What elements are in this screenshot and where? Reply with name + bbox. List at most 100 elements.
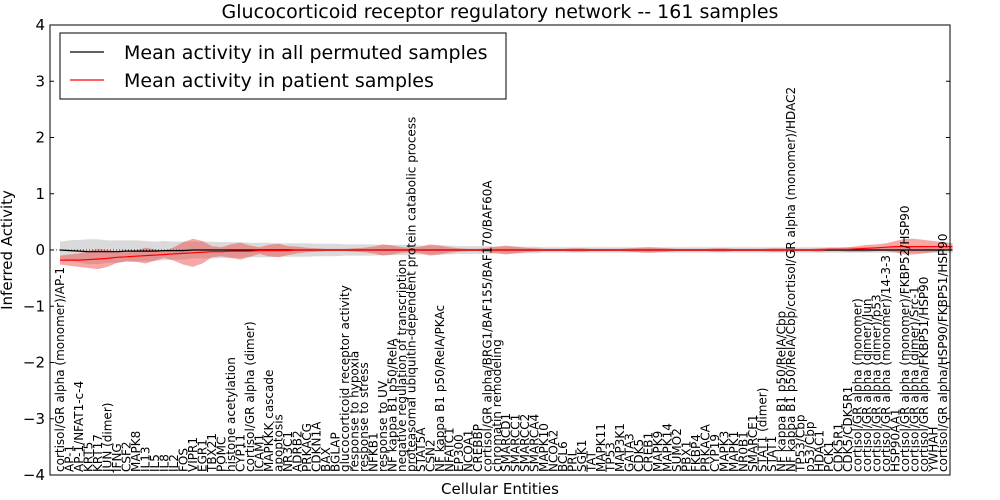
x-axis-label: Cellular Entities	[441, 480, 559, 498]
entity-label: CSN2	[423, 439, 437, 472]
entity-label: chromatin remodeling	[490, 339, 504, 472]
entity-labels: cortisol/GR alpha (monomer)/AP-1AP-1AP-1…	[53, 87, 950, 473]
entity-label: MAPK8	[129, 431, 143, 472]
entity-label: CSF2	[120, 441, 134, 472]
y-tick-label: −1	[23, 297, 45, 315]
entity-label: PBX1	[680, 441, 694, 472]
entity-label: STAT1 (dimer)	[756, 388, 770, 472]
entity-label: cortisol/GR alpha/BRG1/BAF155/BAF170/BAF…	[480, 180, 494, 472]
entity-label: SGK1	[575, 440, 589, 472]
entity-label: CDK5R1	[832, 423, 846, 472]
entity-label: cortisol/GR alpha (dimer)	[243, 321, 257, 472]
entity-label: IL8	[157, 454, 171, 472]
entity-label: TBX21	[205, 433, 219, 473]
entity-label: EGR1	[195, 439, 209, 472]
entity-label: CYP11	[233, 434, 247, 472]
entity-label: KRT5	[82, 442, 96, 472]
entity-label: NCOA2	[547, 430, 561, 472]
legend-label-permuted: Mean activity in all permuted samples	[124, 42, 487, 64]
entity-label: cortisol/GR alpha (monomer)/FKBP52/HSP90	[898, 205, 912, 472]
entity-label: response to UV	[376, 380, 390, 472]
entity-label: negative regulation of transcription	[395, 259, 409, 472]
entity-label: HDAC1	[813, 430, 827, 472]
entity-label: BAX	[319, 447, 333, 472]
entity-label: p53/Cbp	[803, 421, 817, 472]
entity-label: histone acetylation	[224, 357, 238, 472]
entity-label: response to hypoxia	[347, 351, 361, 472]
plot-frame	[49, 24, 951, 476]
entity-label: STAT1	[765, 436, 779, 472]
entity-label: MAPKKK cascade	[262, 370, 276, 472]
entity-label: NF kappa B1 p50/RelA/Cbp	[775, 311, 789, 472]
entity-label: IFNG	[110, 443, 124, 472]
entity-label: CDK5/CDK5R1	[841, 386, 855, 472]
entity-label: IL2	[167, 454, 181, 472]
entity-label: FKBP4	[689, 434, 703, 472]
confidence-bands	[60, 238, 953, 270]
entity-label: PRL	[566, 449, 580, 472]
entity-label: cortisol/GR alpha/HSP90/FKBP51/HSP90	[936, 233, 950, 472]
entity-label: MAPK1	[727, 431, 741, 472]
entity-label: CYP19	[708, 434, 722, 472]
entity-label: POMC	[214, 437, 228, 472]
entity-label: CDKN1A	[309, 421, 323, 472]
entity-label: CREBBP	[471, 424, 485, 472]
entity-label: MAPK14	[661, 423, 675, 472]
entity-label: TAT	[585, 450, 599, 473]
entity-label: MAPK9	[651, 431, 665, 472]
entity-label: SMARCC1	[509, 414, 523, 472]
entity-label: ADRB2	[290, 430, 304, 472]
entity-label: TP53	[604, 442, 618, 473]
entity-label: cortisol/GR alpha (monomer)/14-3-3	[879, 255, 893, 472]
line-patient	[60, 246, 953, 261]
entity-label: cortisol/GR alpha (monomer)/AP-1	[53, 267, 67, 472]
y-tick-label: −2	[23, 354, 45, 372]
entity-label: PCK1	[822, 441, 836, 472]
y-tick-label: −3	[23, 410, 45, 428]
entity-label: NR0B1	[737, 431, 751, 472]
entity-label: EP300	[452, 434, 466, 472]
band-permuted	[60, 239, 953, 265]
entity-label: cortisol/GR alpha (monomer)	[851, 298, 865, 472]
entity-label: HSP90AA1	[889, 408, 903, 472]
entity-label: proteasomal ubiquitin-dependent protein …	[404, 117, 418, 472]
entity-label: cortisol/GR alpha (dimer)/Src-1	[908, 286, 922, 472]
entity-label: PRKACG	[300, 423, 314, 472]
entity-label: SMARCD1	[499, 413, 513, 472]
band-patient	[60, 238, 953, 270]
legend-box	[59, 32, 507, 100]
entity-label: cortisol/GR alpha/FKBP51/HSP90	[917, 277, 931, 472]
entity-label: TP53/Cbp	[794, 415, 808, 474]
entity-label: response to stress	[357, 362, 371, 472]
entity-label: SMARCC2	[518, 414, 532, 472]
y-tick-label: −4	[23, 466, 45, 484]
entity-label: CDK5	[632, 439, 646, 472]
series-lines	[50, 246, 953, 261]
entity-label: apoptosis	[271, 414, 285, 472]
legend-label-patient: Mean activity in patient samples	[124, 70, 434, 92]
entity-label: SMARCE1	[746, 414, 760, 472]
entity-label: BGLAP	[328, 432, 342, 472]
y-tick-label: 2	[35, 129, 45, 147]
entity-label: MAPK10	[537, 423, 551, 472]
entity-label: AP-1	[63, 445, 77, 472]
entity-label: cortisol/GR alpha (dimer)/p53	[870, 294, 884, 472]
entity-label: NCOA1	[461, 430, 475, 472]
entity-label: NF kappa B1 p50/RelA/Cbp/cortisol/GR alp…	[784, 87, 798, 472]
entity-label: ICAM1	[252, 434, 266, 472]
entity-label: AP-1/NFAT1-c-4	[72, 381, 86, 472]
entity-label: BCL6	[556, 441, 570, 472]
entity-label: GATA3	[623, 433, 637, 472]
entity-label: glucocorticoid receptor activity	[338, 285, 352, 472]
entity-label: cortisol/GR alpha (dimer)/Jun	[860, 298, 874, 472]
entity-label: MAP3K1	[613, 423, 627, 472]
entity-label: SUMO2	[670, 428, 684, 472]
entity-label: CREB1	[642, 432, 656, 472]
y-tick-label: 4	[35, 16, 45, 34]
entity-label: NR3C1	[281, 431, 295, 472]
entity-label: SMARCA4	[528, 414, 542, 472]
entity-label: VIPR1	[186, 437, 200, 472]
entity-label: NFATC1	[442, 427, 456, 472]
entity-label: FOS	[176, 448, 190, 472]
